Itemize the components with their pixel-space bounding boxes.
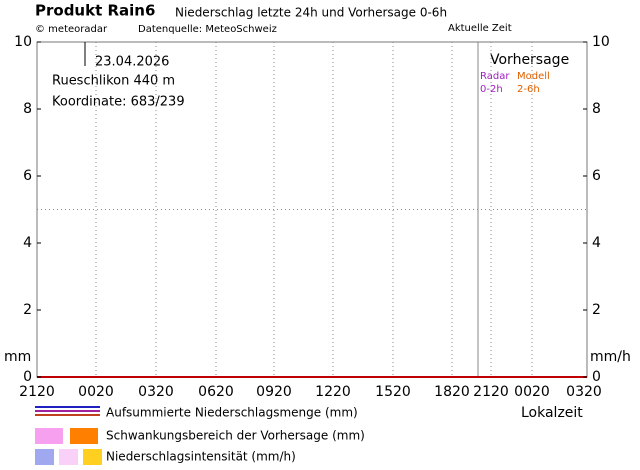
y-tick-label: 6 (23, 168, 32, 184)
copyright: © meteoradar (35, 24, 108, 35)
y2-tick-label: 6 (592, 168, 601, 184)
legend-label: Niederschlagsintensität (mm/h) (106, 450, 296, 464)
y2-tick-label: 0 (592, 369, 601, 385)
y-tick-label: 10 (14, 34, 32, 50)
legend-label: Aufsummierte Niederschlagsmenge (mm) (106, 406, 358, 420)
y2-tick-label: 4 (592, 235, 601, 251)
subtitle: Niederschlag letzte 24h und Vorhersage 0… (175, 6, 447, 20)
x-tick-label: 1520 (375, 384, 411, 400)
x-tick-label: 0920 (256, 384, 292, 400)
x-tick-label: 0020 (514, 384, 550, 400)
x-tick-label: 0020 (78, 384, 114, 400)
radar-range: 0-2h (480, 84, 503, 95)
x-axis-label: Lokalzeit (521, 405, 583, 421)
coordinates: Koordinate: 683/239 (52, 95, 185, 110)
x-tick-label: 2120 (473, 384, 509, 400)
legend-label: Schwankungsbereich der Vorhersage (mm) (106, 429, 365, 443)
x-tick-label: 0320 (138, 384, 174, 400)
legend-swatch (35, 428, 63, 444)
y2-tick-label: 10 (592, 34, 610, 50)
y-tick-label: 2 (23, 302, 32, 318)
title: Produkt Rain6 (35, 2, 155, 20)
legend-swatch (83, 449, 102, 465)
y2-tick-label: 2 (592, 302, 601, 318)
plot-frame (36, 41, 588, 378)
x-tick-label: 0320 (566, 384, 602, 400)
date: 23.04.2026 (95, 55, 169, 70)
x-tick-label: 0620 (198, 384, 234, 400)
x-tick-label: 1220 (315, 384, 351, 400)
source: Datenquelle: MeteoSchweiz (138, 24, 277, 35)
model-label: Modell (517, 71, 550, 82)
y-tick-label: 4 (23, 235, 32, 251)
forecast-label: Vorhersage (490, 52, 569, 68)
legend-swatch (70, 428, 98, 444)
y-tick-label: 8 (23, 101, 32, 117)
y2-axis-label: mm/h (590, 349, 631, 365)
x-tick-label: 2120 (19, 384, 55, 400)
y2-tick-label: 8 (592, 101, 601, 117)
y-tick-label: 0 (23, 369, 32, 385)
x-tick-label: 1820 (434, 384, 470, 400)
y-axis-label: mm (4, 349, 31, 365)
current-time-label: Aktuelle Zeit (448, 23, 512, 34)
location: Rueschlikon 440 m (52, 74, 175, 89)
model-range: 2-6h (517, 84, 540, 95)
radar-label: Radar (480, 71, 510, 82)
legend-swatch (35, 449, 54, 465)
legend-swatch (59, 449, 78, 465)
